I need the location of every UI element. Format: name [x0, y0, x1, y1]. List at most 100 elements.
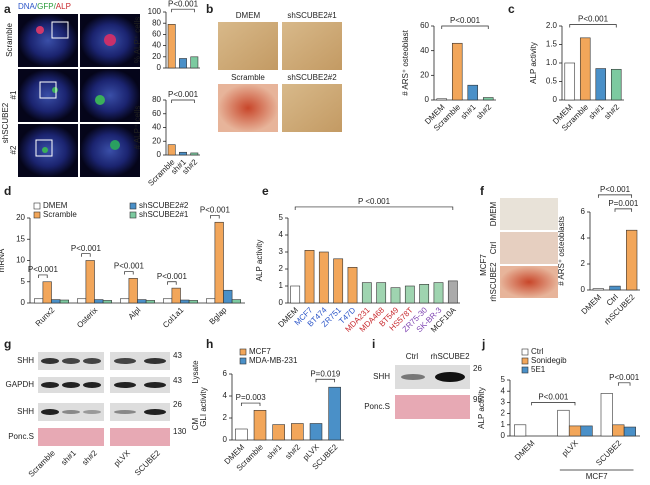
row-label: Scramble	[5, 23, 14, 57]
y-tick-label: 60	[152, 109, 161, 118]
bar	[180, 299, 190, 304]
p-value: P=0.001	[608, 199, 639, 208]
lane-label: pLVX	[112, 448, 132, 468]
y-tick-label: 6	[581, 207, 586, 216]
bar	[223, 289, 233, 304]
y-tick-label: 100	[148, 7, 162, 16]
y-tick-label: 60	[420, 21, 429, 30]
significance-bracket	[294, 206, 454, 210]
bar	[447, 280, 458, 304]
y-tick-label: 5	[501, 375, 506, 384]
lane-label: sh#1	[59, 448, 78, 467]
bar	[610, 68, 622, 101]
legend-label: DMEM	[43, 201, 68, 210]
panel-label: g	[4, 337, 11, 351]
p-value: P<0.001	[600, 185, 631, 194]
mw-marker: 26	[173, 400, 182, 409]
p-value: P<0.001	[578, 15, 609, 24]
x-tick-label: pLVX	[560, 438, 580, 458]
y-tick-label: 4	[223, 391, 228, 400]
bar	[451, 42, 463, 101]
bar	[328, 386, 341, 441]
legend-swatch	[239, 348, 247, 356]
blot-row: SHH	[17, 407, 34, 416]
section-label: Lysate	[191, 360, 200, 384]
legend-label: MCF7	[249, 347, 271, 356]
p-value: P<0.001	[114, 262, 145, 271]
legend-swatch	[521, 366, 529, 374]
blot-row: SHH	[17, 356, 34, 365]
y-tick-label: 6	[223, 369, 228, 378]
stain: DNA/	[18, 2, 38, 11]
bar	[179, 151, 187, 156]
y-tick-label: 3	[501, 398, 506, 407]
bar	[291, 423, 304, 441]
significance-bracket	[171, 8, 195, 13]
significance-bracket	[240, 402, 261, 407]
bar	[626, 229, 638, 291]
bar	[595, 68, 607, 101]
stain-images	[500, 198, 558, 298]
lane-label: SCUBE2	[133, 448, 162, 477]
y-tick-label: 0.5	[546, 77, 558, 86]
y-tick-label: 1.0	[546, 58, 558, 67]
bar	[77, 298, 87, 304]
panel-label: c	[508, 2, 515, 16]
x-tick-label: sh#1	[265, 442, 284, 461]
p-value: P<0.001	[200, 206, 231, 215]
y-tick-label: 1	[279, 281, 284, 290]
x-tick-label: sh#1	[459, 102, 478, 121]
x-tick-label: Osterix	[75, 306, 99, 330]
panel-label: f	[480, 184, 485, 198]
significance-bracket	[38, 274, 48, 278]
p-value: P=0.019	[310, 369, 341, 378]
x-tick-label: DMEM	[580, 292, 604, 316]
y-tick-label: 1.5	[546, 40, 558, 49]
y-tick-label: 80	[152, 95, 161, 104]
panel-label: i	[372, 337, 375, 351]
bar	[42, 281, 52, 304]
y-tick-label: 20	[152, 52, 161, 61]
significance-bracket	[531, 402, 576, 406]
y-tick-label: 1	[501, 420, 506, 429]
blot-row: Ponc.S	[8, 432, 34, 441]
stain: ALP	[56, 2, 71, 11]
bar	[163, 298, 173, 304]
significance-bracket	[441, 25, 489, 29]
group-label: MCF7	[586, 472, 608, 481]
bar	[318, 251, 329, 304]
x-tick-label: sh#2	[475, 102, 494, 121]
p-value: P=0.003	[236, 393, 267, 402]
y-tick-label: 2	[581, 259, 586, 268]
x-tick-label: sh#1	[587, 102, 606, 121]
blot-row: Ponc.S	[364, 402, 390, 411]
bar	[272, 424, 285, 441]
bar	[309, 423, 323, 441]
y-tick-label: 2	[501, 409, 506, 418]
y-tick-label: 80	[152, 18, 161, 27]
y-axis-label: ALP activity	[529, 42, 538, 84]
y-tick-label: 3	[279, 247, 284, 256]
y-tick-label: 0	[157, 150, 162, 159]
y-tick-label: 10	[16, 256, 25, 265]
p-value: P<0.001	[538, 393, 569, 402]
stain: GFP/	[37, 2, 56, 11]
legend-label: 5E1	[531, 365, 546, 374]
bar	[433, 282, 444, 304]
y-axis-label: # ALP⁺ cells	[133, 106, 142, 150]
y-tick-label: 4	[501, 386, 506, 395]
y-tick-label: 0	[279, 298, 284, 307]
western-blot	[38, 352, 170, 446]
y-tick-label: 5	[21, 277, 26, 286]
bar	[592, 288, 604, 291]
bar	[347, 266, 358, 304]
row-group-label: MCF7	[479, 254, 488, 276]
image-label: DMEM	[236, 11, 261, 20]
x-tick-label: Alpl	[127, 305, 143, 321]
bar	[623, 426, 636, 437]
y-tick-label: 60	[152, 30, 161, 39]
y-tick-label: 20	[420, 70, 429, 79]
bar	[609, 285, 621, 291]
stain-images	[218, 22, 342, 132]
